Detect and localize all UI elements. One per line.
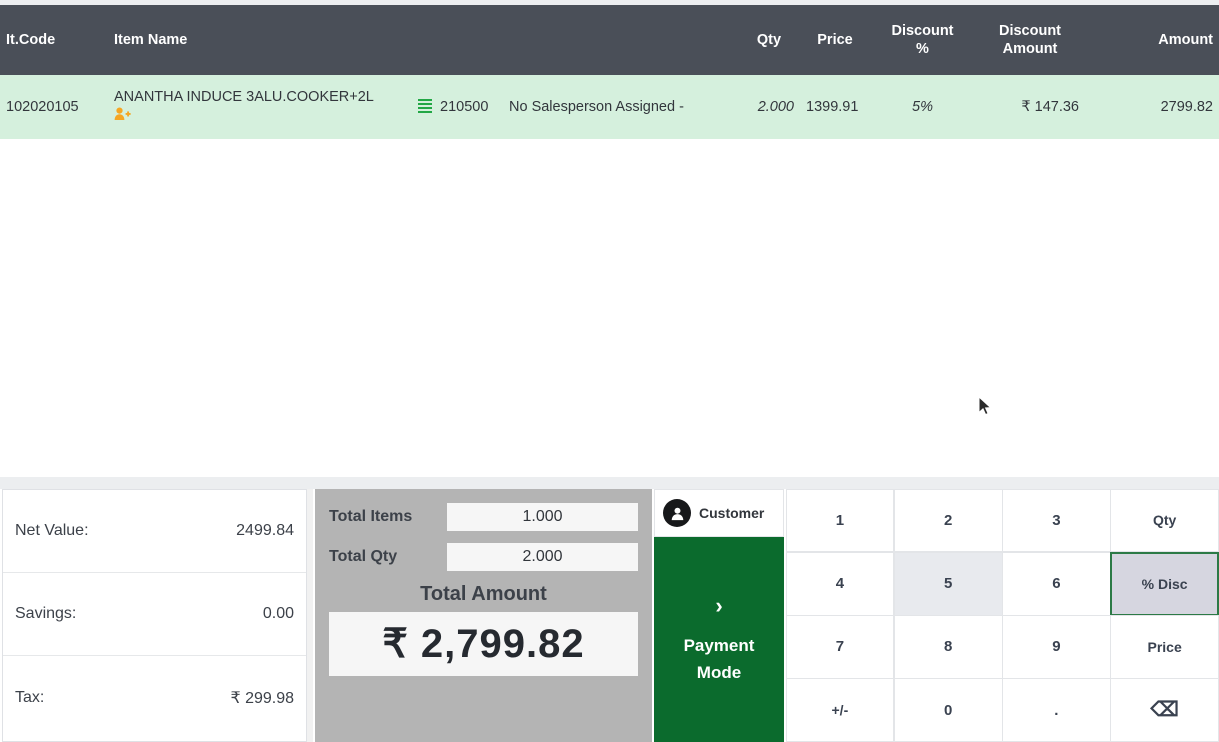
net-value-label: Net Value: bbox=[15, 522, 89, 539]
header-discount-amount: Discount Amount bbox=[975, 5, 1085, 75]
cell-salesperson[interactable]: No Salesperson Assigned - bbox=[509, 99, 684, 115]
net-value-amount: 2499.84 bbox=[236, 522, 294, 539]
mouse-cursor-icon bbox=[978, 395, 992, 416]
header-price: Price bbox=[817, 31, 853, 48]
customer-button[interactable]: Customer bbox=[654, 489, 784, 537]
total-qty-row: Total Qty 2.000 bbox=[329, 543, 638, 571]
key-percent-disc[interactable]: % Disc bbox=[1110, 551, 1219, 616]
cell-price[interactable]: 1399.91 bbox=[806, 99, 859, 115]
person-icon bbox=[663, 499, 691, 527]
bottom-bar: Net Value: 2499.84 Savings: 0.00 Tax: ₹ … bbox=[0, 488, 1219, 742]
header-salesperson bbox=[503, 5, 738, 75]
top-strip bbox=[0, 0, 1219, 5]
key-2[interactable]: 2 bbox=[893, 488, 1003, 553]
items-table: It.Code Item Name Qty Price Discount % D… bbox=[0, 5, 1219, 139]
savings-label: Savings: bbox=[15, 605, 77, 622]
cell-itcode: 102020105 bbox=[6, 99, 79, 115]
savings-row: Savings: 0.00 bbox=[3, 573, 306, 656]
cell-qty[interactable]: 2.000 bbox=[757, 99, 794, 115]
key-8[interactable]: 8 bbox=[893, 615, 1003, 679]
header-barcode bbox=[408, 5, 503, 75]
chevron-right-icon: › bbox=[715, 593, 723, 619]
key-qty[interactable]: Qty bbox=[1110, 488, 1219, 553]
net-value-row: Net Value: 2499.84 bbox=[3, 490, 306, 573]
key-4[interactable]: 4 bbox=[785, 551, 895, 616]
header-discount-percent-line2: % bbox=[916, 41, 929, 57]
total-qty-field[interactable]: 2.000 bbox=[447, 543, 638, 571]
key-9[interactable]: 9 bbox=[1002, 615, 1111, 679]
person-icon-svg bbox=[671, 507, 683, 520]
header-itcode: It.Code bbox=[6, 31, 56, 48]
add-person-icon[interactable] bbox=[114, 107, 402, 125]
cell-discount-amount: ₹ 147.36 bbox=[1021, 99, 1079, 115]
cell-itemname[interactable]: ANANTHA INDUCE 3ALU.COOKER+2L bbox=[108, 75, 408, 139]
key-3[interactable]: 3 bbox=[1002, 488, 1111, 553]
add-person-icon-svg bbox=[114, 107, 131, 120]
key-decimal[interactable]: . bbox=[1002, 678, 1111, 742]
tax-row: Tax: ₹ 299.98 bbox=[3, 656, 306, 739]
cell-barcode[interactable]: 210500 bbox=[408, 75, 503, 139]
table-row[interactable]: 102020105 ANANTHA INDUCE 3ALU.COOKER+2L bbox=[0, 75, 1219, 139]
key-6[interactable]: 6 bbox=[1002, 551, 1111, 616]
header-discount-percent: Discount % bbox=[870, 5, 975, 75]
cell-amount: 2799.82 bbox=[1160, 99, 1213, 115]
totals-scrollbar[interactable] bbox=[307, 489, 313, 742]
item-name-text: ANANTHA INDUCE 3ALU.COOKER+2L bbox=[114, 89, 374, 105]
payment-mode-button[interactable]: › Payment Mode bbox=[654, 537, 784, 742]
totals-panel: Net Value: 2499.84 Savings: 0.00 Tax: ₹ … bbox=[2, 489, 307, 742]
total-qty-label: Total Qty bbox=[329, 548, 398, 565]
key-backspace[interactable]: ⌫ bbox=[1110, 678, 1219, 742]
key-plus-minus[interactable]: +/- bbox=[785, 678, 895, 742]
total-amount-label: Total Amount bbox=[420, 583, 547, 605]
backspace-icon: ⌫ bbox=[1150, 699, 1179, 722]
payment-mode-label-line1: Payment bbox=[683, 636, 755, 656]
header-amount: Amount bbox=[1158, 31, 1213, 48]
tax-amount: ₹ 299.98 bbox=[230, 689, 294, 707]
total-items-row: Total Items 1.000 bbox=[329, 503, 638, 531]
header-row: It.Code Item Name Qty Price Discount % D… bbox=[0, 5, 1219, 75]
summary-panel: Total Items 1.000 Total Qty 2.000 Total … bbox=[315, 489, 652, 742]
header-discount-amount-line1: Discount bbox=[998, 22, 1062, 39]
key-5[interactable]: 5 bbox=[893, 551, 1003, 616]
header-discount-percent-line1: Discount bbox=[891, 22, 954, 39]
cell-discount-percent[interactable]: 5% bbox=[912, 99, 933, 115]
key-0[interactable]: 0 bbox=[893, 678, 1003, 742]
panel-divider-strip bbox=[0, 477, 1219, 489]
items-table-header: It.Code Item Name Qty Price Discount % D… bbox=[0, 5, 1219, 75]
key-1[interactable]: 1 bbox=[785, 488, 895, 553]
payment-mode-label-line2: Mode bbox=[696, 662, 742, 682]
customer-payment-column: Customer › Payment Mode bbox=[654, 489, 784, 742]
tax-label: Tax: bbox=[15, 688, 45, 706]
total-items-field[interactable]: 1.000 bbox=[447, 503, 638, 531]
total-amount-value: ₹ 2,799.82 bbox=[329, 612, 638, 676]
savings-amount: 0.00 bbox=[262, 605, 294, 622]
mouse-cursor bbox=[978, 395, 994, 418]
customer-label: Customer bbox=[699, 505, 765, 521]
header-itemname: Item Name bbox=[114, 31, 188, 48]
header-discount-amount-line2: Amount bbox=[1002, 41, 1058, 57]
total-items-label: Total Items bbox=[329, 508, 413, 525]
header-qty: Qty bbox=[756, 31, 782, 48]
key-7[interactable]: 7 bbox=[785, 615, 895, 679]
numeric-keypad: 1 2 3 Qty 4 5 6 % Disc 7 8 9 Price +/- 0… bbox=[785, 488, 1219, 742]
items-table-body: 102020105 ANANTHA INDUCE 3ALU.COOKER+2L bbox=[0, 75, 1219, 139]
barcode-icon[interactable] bbox=[418, 99, 432, 113]
barcode-number: 210500 bbox=[440, 99, 489, 115]
key-price[interactable]: Price bbox=[1110, 615, 1219, 679]
